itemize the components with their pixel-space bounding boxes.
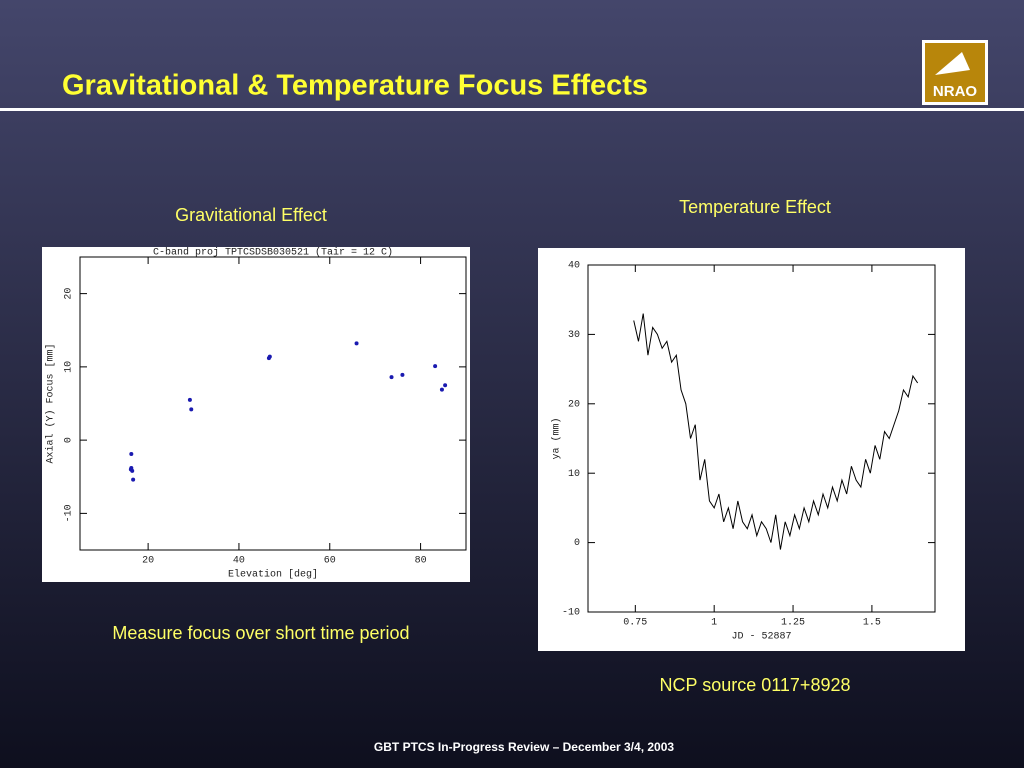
x-tick-label: 1.25 bbox=[781, 618, 805, 629]
y-tick-label: 30 bbox=[568, 330, 580, 341]
x-tick-label: 0.75 bbox=[623, 618, 647, 629]
slide-title: Gravitational & Temperature Focus Effect… bbox=[62, 70, 648, 102]
point bbox=[189, 407, 194, 412]
x-tick-label: 80 bbox=[415, 556, 427, 567]
chart-title: C-band proj TPTCSDSB030521 (Tair = 12 C) bbox=[153, 247, 393, 259]
point bbox=[187, 397, 192, 402]
y-tick-label: -10 bbox=[64, 504, 75, 522]
logo-dish bbox=[935, 52, 970, 75]
point bbox=[129, 452, 134, 457]
x-tick-label: 40 bbox=[233, 556, 245, 567]
logo: NRAO bbox=[922, 40, 988, 105]
title-rule bbox=[0, 108, 1024, 111]
y-tick-label: 10 bbox=[64, 361, 75, 373]
y-tick-label: 10 bbox=[568, 469, 580, 480]
y-tick-label: 20 bbox=[64, 288, 75, 300]
data-line bbox=[633, 313, 919, 550]
x-tick-label: 1.5 bbox=[863, 618, 881, 629]
point bbox=[389, 375, 394, 380]
point bbox=[400, 372, 405, 377]
point bbox=[439, 387, 444, 392]
point bbox=[267, 354, 272, 359]
y-tick-label: 0 bbox=[64, 437, 75, 443]
y-tick-label: 0 bbox=[574, 538, 580, 549]
x-axis-label: JD - 52887 bbox=[731, 632, 791, 643]
logo-fill bbox=[925, 43, 985, 102]
right-panel bbox=[538, 248, 965, 651]
x-tick-label: 1 bbox=[711, 618, 717, 629]
point bbox=[433, 364, 438, 369]
plot-frame bbox=[79, 256, 467, 551]
y-axis-label: Axial (Y) Focus [mm] bbox=[45, 343, 57, 463]
point bbox=[443, 383, 448, 388]
x-tick-label: 20 bbox=[142, 556, 154, 567]
plot-frame bbox=[587, 264, 936, 613]
left-note: Measure focus over short time period bbox=[112, 623, 409, 643]
left-panel bbox=[42, 247, 470, 582]
y-tick-label: -10 bbox=[562, 608, 580, 619]
point bbox=[131, 477, 136, 482]
right-caption: Temperature Effect bbox=[679, 197, 831, 217]
x-axis-label: Elevation [deg] bbox=[228, 569, 318, 581]
point bbox=[354, 341, 359, 346]
right-note: NCP source 0117+8928 bbox=[660, 675, 851, 695]
footer: GBT PTCS In-Progress Review – December 3… bbox=[374, 740, 674, 754]
logo-text: NRAO bbox=[933, 83, 977, 100]
point bbox=[128, 467, 133, 472]
y-tick-label: 20 bbox=[568, 399, 580, 410]
x-tick-label: 60 bbox=[324, 556, 336, 567]
left-caption: Gravitational Effect bbox=[175, 205, 327, 225]
y-tick-label: 40 bbox=[568, 261, 580, 272]
y-axis-label: ya (mm) bbox=[551, 417, 563, 459]
